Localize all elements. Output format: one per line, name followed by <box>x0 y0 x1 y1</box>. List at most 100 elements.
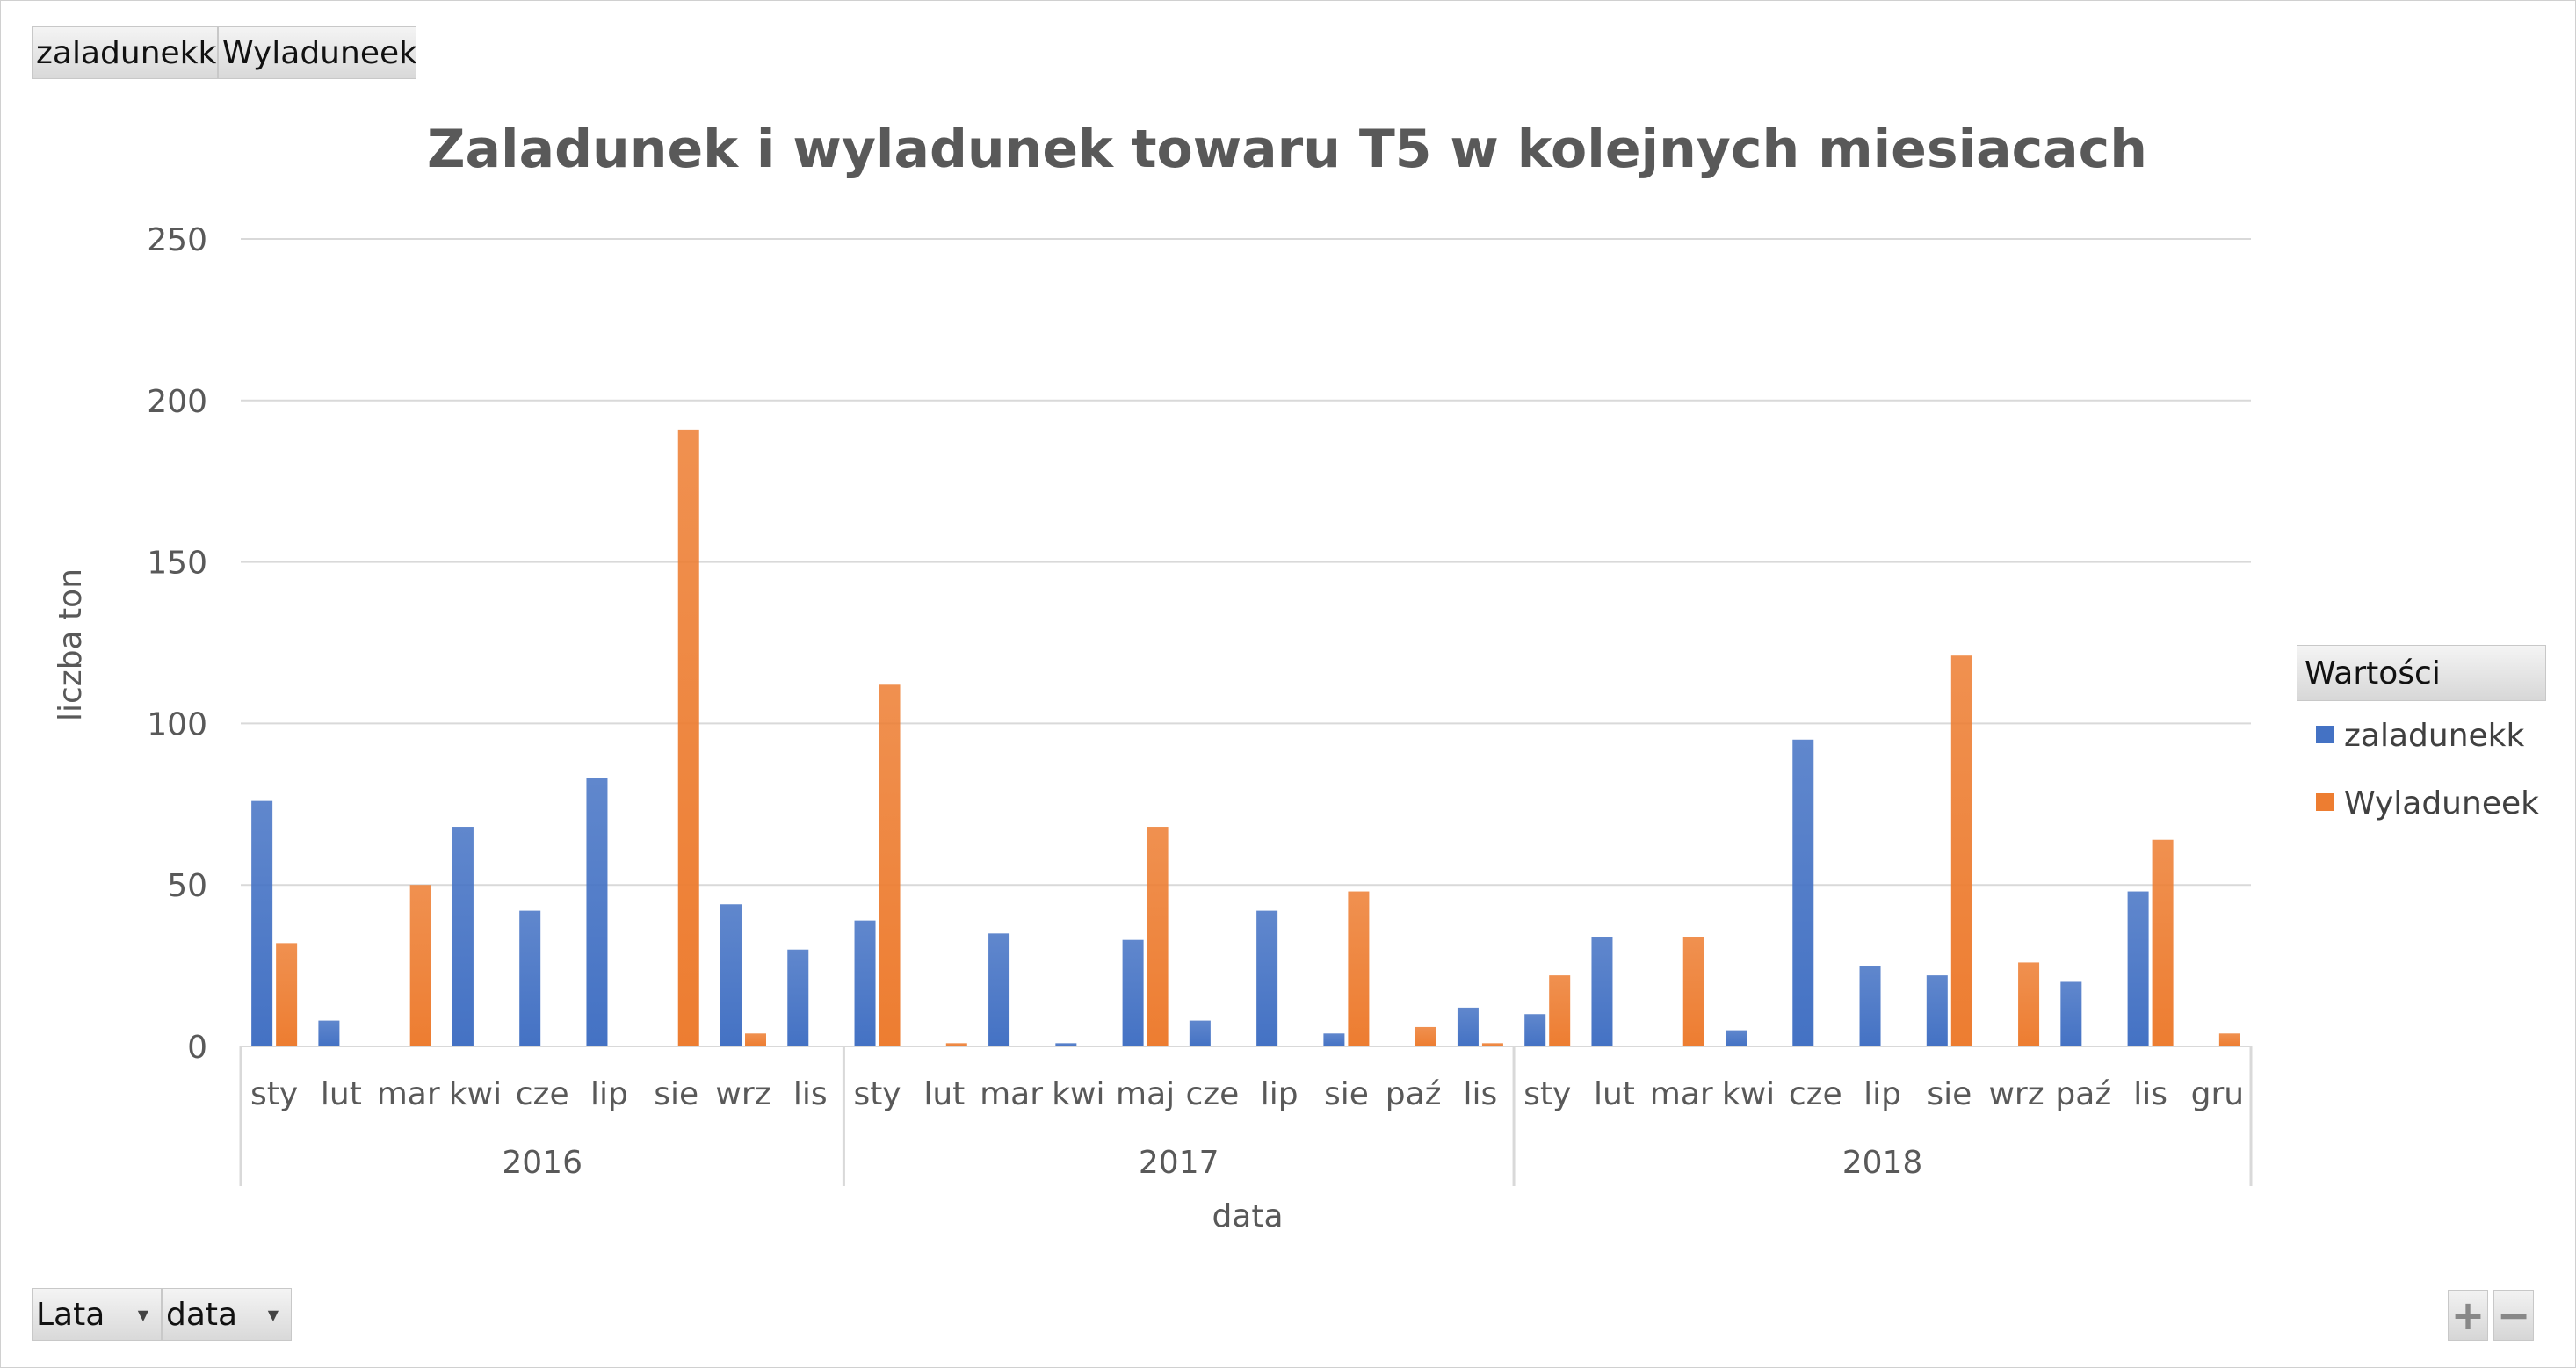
x-axis: sty lut mar kwi cze lip sie wrz lis sty lut mar kwi m… <box>239 1046 2253 1186</box>
bar-zaladunekk <box>1189 1020 1211 1046</box>
bar-zaladunekk <box>452 827 474 1046</box>
chart-title: Zaladunek i wyladunek towaru T5 w kolejn… <box>427 119 2147 180</box>
bar-wyladuneek <box>945 1043 967 1046</box>
bar-zaladunekk <box>2127 891 2149 1046</box>
legend-swatch-icon <box>2316 726 2334 743</box>
x-tick-label: maj <box>1116 1076 1175 1112</box>
x-tick-label: sie <box>1324 1076 1369 1112</box>
x-tick-label: wrz <box>1988 1076 2044 1112</box>
dropdown-arrow-icon[interactable]: ▼ <box>137 1306 148 1323</box>
bar-zaladunekk <box>854 920 876 1046</box>
y-axis-ticks: 0 50 100 150 200 250 <box>147 222 207 1066</box>
bar-wyladuneek <box>2152 839 2174 1046</box>
x-tick-label: lip <box>1863 1076 1901 1112</box>
bar-wyladuneek <box>677 429 699 1046</box>
y-tick-label: 150 <box>147 546 207 582</box>
y-tick-label: 200 <box>147 384 207 420</box>
bar-zaladunekk <box>586 778 608 1046</box>
bar-zaladunekk <box>1926 975 1948 1046</box>
x-tick-label: wrz <box>715 1076 771 1112</box>
bar-wyladuneek <box>745 1033 766 1046</box>
x-tick-label: paź <box>1386 1076 1442 1112</box>
bar-wyladuneek <box>1348 891 1370 1046</box>
y-tick-label: 0 <box>187 1030 207 1066</box>
x-tick-label: sty <box>1523 1076 1571 1112</box>
x-axis-label: data <box>1212 1198 1283 1234</box>
legend-title[interactable]: Wartości <box>2297 645 2546 701</box>
x-tick-label: gru <box>2191 1076 2244 1112</box>
x-tick-label: paź <box>2055 1076 2111 1112</box>
legend-label: zaladunekk <box>2344 718 2525 754</box>
field-button-lata[interactable]: Lata ▼ <box>32 1288 162 1341</box>
x-tick-label: lut <box>923 1076 965 1112</box>
bar-zaladunekk <box>1859 966 1881 1046</box>
bar-zaladunekk <box>1726 1030 1747 1046</box>
bar-zaladunekk <box>1591 937 1613 1046</box>
x-tick-label: lis <box>2133 1076 2167 1112</box>
zoom-out-button[interactable]: − <box>2493 1290 2534 1341</box>
legend-swatch-icon <box>2316 793 2334 811</box>
x-group-label: 2018 <box>1842 1145 1923 1181</box>
bar-wyladuneek <box>276 943 298 1046</box>
x-tick-label: lip <box>590 1076 628 1112</box>
x-tick-label: lip <box>1261 1076 1299 1112</box>
bar-zaladunekk <box>1055 1043 1077 1046</box>
bar-wyladuneek <box>879 684 901 1046</box>
bar-wyladuneek <box>1950 655 1972 1046</box>
bar-wyladuneek <box>1147 827 1169 1046</box>
x-group-label: 2017 <box>1139 1145 1219 1181</box>
x-tick-label: lis <box>793 1076 828 1112</box>
bar-zaladunekk <box>1792 739 1814 1046</box>
bar-zaladunekk <box>519 910 541 1046</box>
bar-zaladunekk <box>2060 981 2082 1046</box>
field-button-label: data <box>166 1297 238 1333</box>
x-tick-label: mar <box>1650 1076 1713 1112</box>
bar-zaladunekk <box>988 933 1010 1046</box>
gridlines <box>241 238 2251 1047</box>
bar-zaladunekk <box>318 1020 340 1046</box>
field-button-zaladunekk[interactable]: zaladunekk <box>32 26 218 79</box>
bar-wyladuneek <box>2018 962 2040 1046</box>
bar-zaladunekk <box>1122 939 1144 1046</box>
bar-zaladunekk <box>251 800 273 1046</box>
bar-zaladunekk <box>1323 1033 1345 1046</box>
x-tick-label: kwi <box>1052 1076 1104 1112</box>
x-tick-label: lut <box>321 1076 362 1112</box>
x-tick-label: mar <box>377 1076 440 1112</box>
field-button-label: Lata <box>36 1297 105 1333</box>
bar-zaladunekk <box>1457 1007 1479 1046</box>
bar-zaladunekk <box>1256 910 1278 1046</box>
y-tick-label: 250 <box>147 222 207 258</box>
bar-wyladuneek <box>1415 1026 1436 1046</box>
bar-zaladunekk <box>720 904 742 1046</box>
x-group-label: 2016 <box>502 1145 582 1181</box>
x-tick-label: cze <box>516 1076 569 1112</box>
x-tick-label: lis <box>1464 1076 1498 1112</box>
x-tick-label: cze <box>1789 1076 1842 1112</box>
x-tick-label: sie <box>1927 1076 1972 1112</box>
bar-wyladuneek <box>1481 1043 1503 1046</box>
bar-wyladuneek <box>409 885 431 1046</box>
legend-item-zaladunekk: zaladunekk <box>2316 714 2524 758</box>
bar-zaladunekk <box>1524 1014 1546 1046</box>
x-tick-label: kwi <box>449 1076 502 1112</box>
bar-wyladuneek <box>1682 937 1704 1046</box>
field-button-data[interactable]: data ▼ <box>162 1288 292 1341</box>
x-tick-label: sie <box>654 1076 698 1112</box>
dropdown-arrow-icon[interactable]: ▼ <box>267 1306 279 1323</box>
bar-wyladuneek <box>2218 1033 2240 1046</box>
x-tick-label: lut <box>1594 1076 1635 1112</box>
bars <box>251 429 2240 1046</box>
field-button-wyladuneek[interactable]: Wyladuneek <box>218 26 416 79</box>
y-tick-label: 100 <box>147 706 207 742</box>
y-axis-label: liczba ton <box>53 568 89 721</box>
zoom-in-button[interactable]: + <box>2448 1290 2488 1341</box>
x-tick-label: kwi <box>1722 1076 1775 1112</box>
x-tick-label: sty <box>853 1076 901 1112</box>
y-tick-label: 50 <box>167 868 207 904</box>
legend-label: Wyladuneek <box>2344 785 2539 822</box>
x-tick-label: sty <box>250 1076 298 1112</box>
x-tick-label: mar <box>980 1076 1043 1112</box>
